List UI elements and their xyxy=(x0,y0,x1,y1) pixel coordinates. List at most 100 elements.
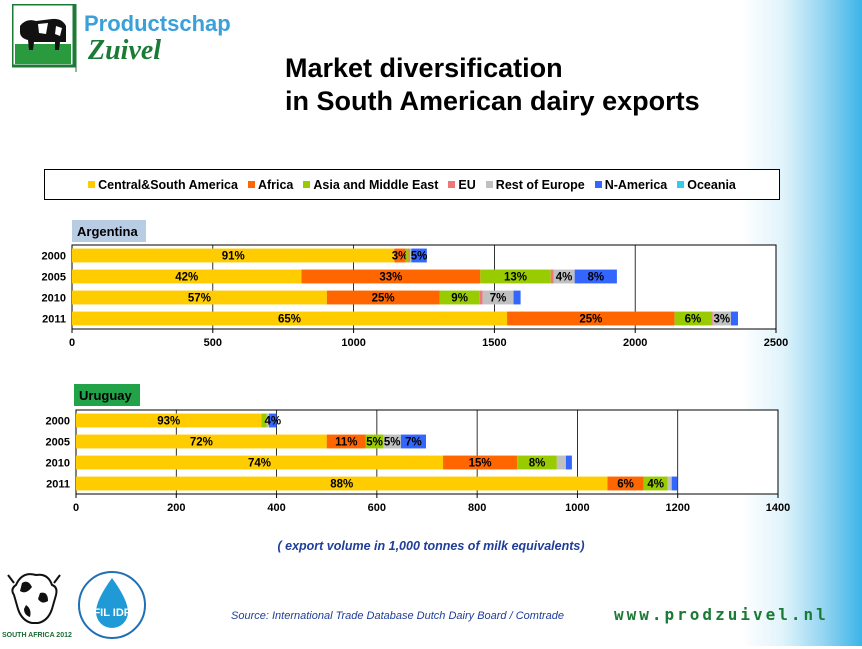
chart-legend: Central&South America Africa Asia and Midd… xyxy=(44,169,780,200)
data-label: 4% xyxy=(647,479,664,491)
data-label: 4% xyxy=(556,272,573,284)
category-label: 2005 xyxy=(42,272,66,284)
data-label: 8% xyxy=(587,272,604,284)
legend-swatch xyxy=(247,181,255,188)
bar-segment xyxy=(76,434,327,449)
data-label: 33% xyxy=(379,272,402,284)
website-link[interactable]: www.prodzuivel.nl xyxy=(614,605,829,624)
bar-segment xyxy=(565,455,572,470)
chart-title: Uruguay xyxy=(79,388,133,403)
bar-segment xyxy=(72,269,302,284)
x-tick-label: 1000 xyxy=(341,337,365,349)
category-label: 2010 xyxy=(46,458,70,470)
data-label: 13% xyxy=(504,272,527,284)
bar-segment xyxy=(76,413,262,428)
data-label: 5% xyxy=(384,437,401,449)
legend-swatch xyxy=(485,181,493,188)
bar-segment xyxy=(556,455,566,470)
legend-label: Africa xyxy=(257,177,294,192)
bar-segment xyxy=(439,290,480,305)
bar-segment xyxy=(550,269,554,284)
data-label: 7% xyxy=(405,437,422,449)
bar-segment xyxy=(674,311,712,326)
bar-segment xyxy=(671,476,678,491)
bar-segment xyxy=(409,248,412,263)
legend-label: Central&South America xyxy=(98,177,238,192)
category-label: 2005 xyxy=(46,437,70,449)
bar-segment xyxy=(266,413,270,428)
x-tick-label: 1000 xyxy=(565,502,589,514)
bar-segment xyxy=(443,455,518,470)
legend-item: Rest of Europe xyxy=(485,177,585,192)
legend-swatch xyxy=(594,181,602,188)
bar-segment xyxy=(269,413,277,428)
title-line1: Market diversification xyxy=(285,53,563,83)
legend-label: Rest of Europe xyxy=(495,177,585,192)
x-tick-label: 2000 xyxy=(623,337,647,349)
chart-title-box xyxy=(74,384,140,406)
chart-title: Argentina xyxy=(77,224,138,239)
bar-segment xyxy=(394,248,406,263)
bar-segment xyxy=(408,248,410,263)
bar-segment xyxy=(411,248,427,263)
bar-segment xyxy=(730,311,738,326)
bar-segment xyxy=(76,455,444,470)
data-label: 65% xyxy=(278,314,301,326)
data-label: 88% xyxy=(330,479,353,491)
bar-segment xyxy=(607,476,644,491)
data-label: 9% xyxy=(451,293,468,305)
data-label: 8% xyxy=(529,458,546,470)
data-label: 25% xyxy=(372,293,395,305)
data-label: 3% xyxy=(392,251,409,263)
x-tick-label: 1500 xyxy=(482,337,506,349)
data-label: 5% xyxy=(411,251,428,263)
data-label: 15% xyxy=(469,458,492,470)
x-tick-label: 600 xyxy=(368,502,386,514)
bar-segment xyxy=(643,476,668,491)
bar-segment xyxy=(507,311,675,326)
x-tick-label: 1400 xyxy=(766,502,790,514)
bar-segment xyxy=(72,248,395,263)
data-label: 4% xyxy=(264,416,281,428)
bar-segment xyxy=(400,434,426,449)
x-tick-label: 400 xyxy=(267,502,285,514)
legend-swatch xyxy=(88,181,96,188)
x-tick-label: 200 xyxy=(167,502,185,514)
fil-idf-logo: FIL IDF xyxy=(72,566,152,644)
data-label: 11% xyxy=(335,437,357,449)
category-label: 2000 xyxy=(46,416,70,428)
x-tick-label: 2500 xyxy=(764,337,788,349)
bar-segment xyxy=(574,269,617,284)
bar-segment xyxy=(479,290,483,305)
data-label: 6% xyxy=(685,314,702,326)
data-label: 42% xyxy=(175,272,198,284)
bar-segment xyxy=(482,290,514,305)
data-label: 57% xyxy=(188,293,211,305)
legend-label: Asia and Middle East xyxy=(313,177,439,192)
bar-segment xyxy=(667,476,672,491)
bar-segment xyxy=(301,269,481,284)
page-title: Market diversification in South American… xyxy=(285,52,700,118)
legend-swatch xyxy=(448,181,456,188)
bar-segment xyxy=(261,413,267,428)
legend-item: N-America xyxy=(594,178,667,192)
data-label: 72% xyxy=(190,437,213,449)
legend-label: EU xyxy=(458,177,476,192)
data-label: 6% xyxy=(617,479,634,491)
category-label: 2011 xyxy=(42,314,66,326)
bar-segment xyxy=(72,290,327,305)
legend-label: Oceania xyxy=(687,177,736,192)
bar-segment xyxy=(712,311,731,326)
category-label: 2011 xyxy=(46,479,70,491)
source-note: Source: International Trade Database Dut… xyxy=(231,610,565,622)
fil-logo-text: FIL IDF xyxy=(93,607,130,619)
data-label: 5% xyxy=(366,437,383,449)
bar-segment xyxy=(76,476,608,491)
cow-event-logo xyxy=(2,565,68,643)
legend-swatch xyxy=(303,181,311,188)
category-label: 2010 xyxy=(42,293,66,305)
x-tick-label: 1200 xyxy=(665,502,689,514)
bar-segment xyxy=(711,311,713,326)
